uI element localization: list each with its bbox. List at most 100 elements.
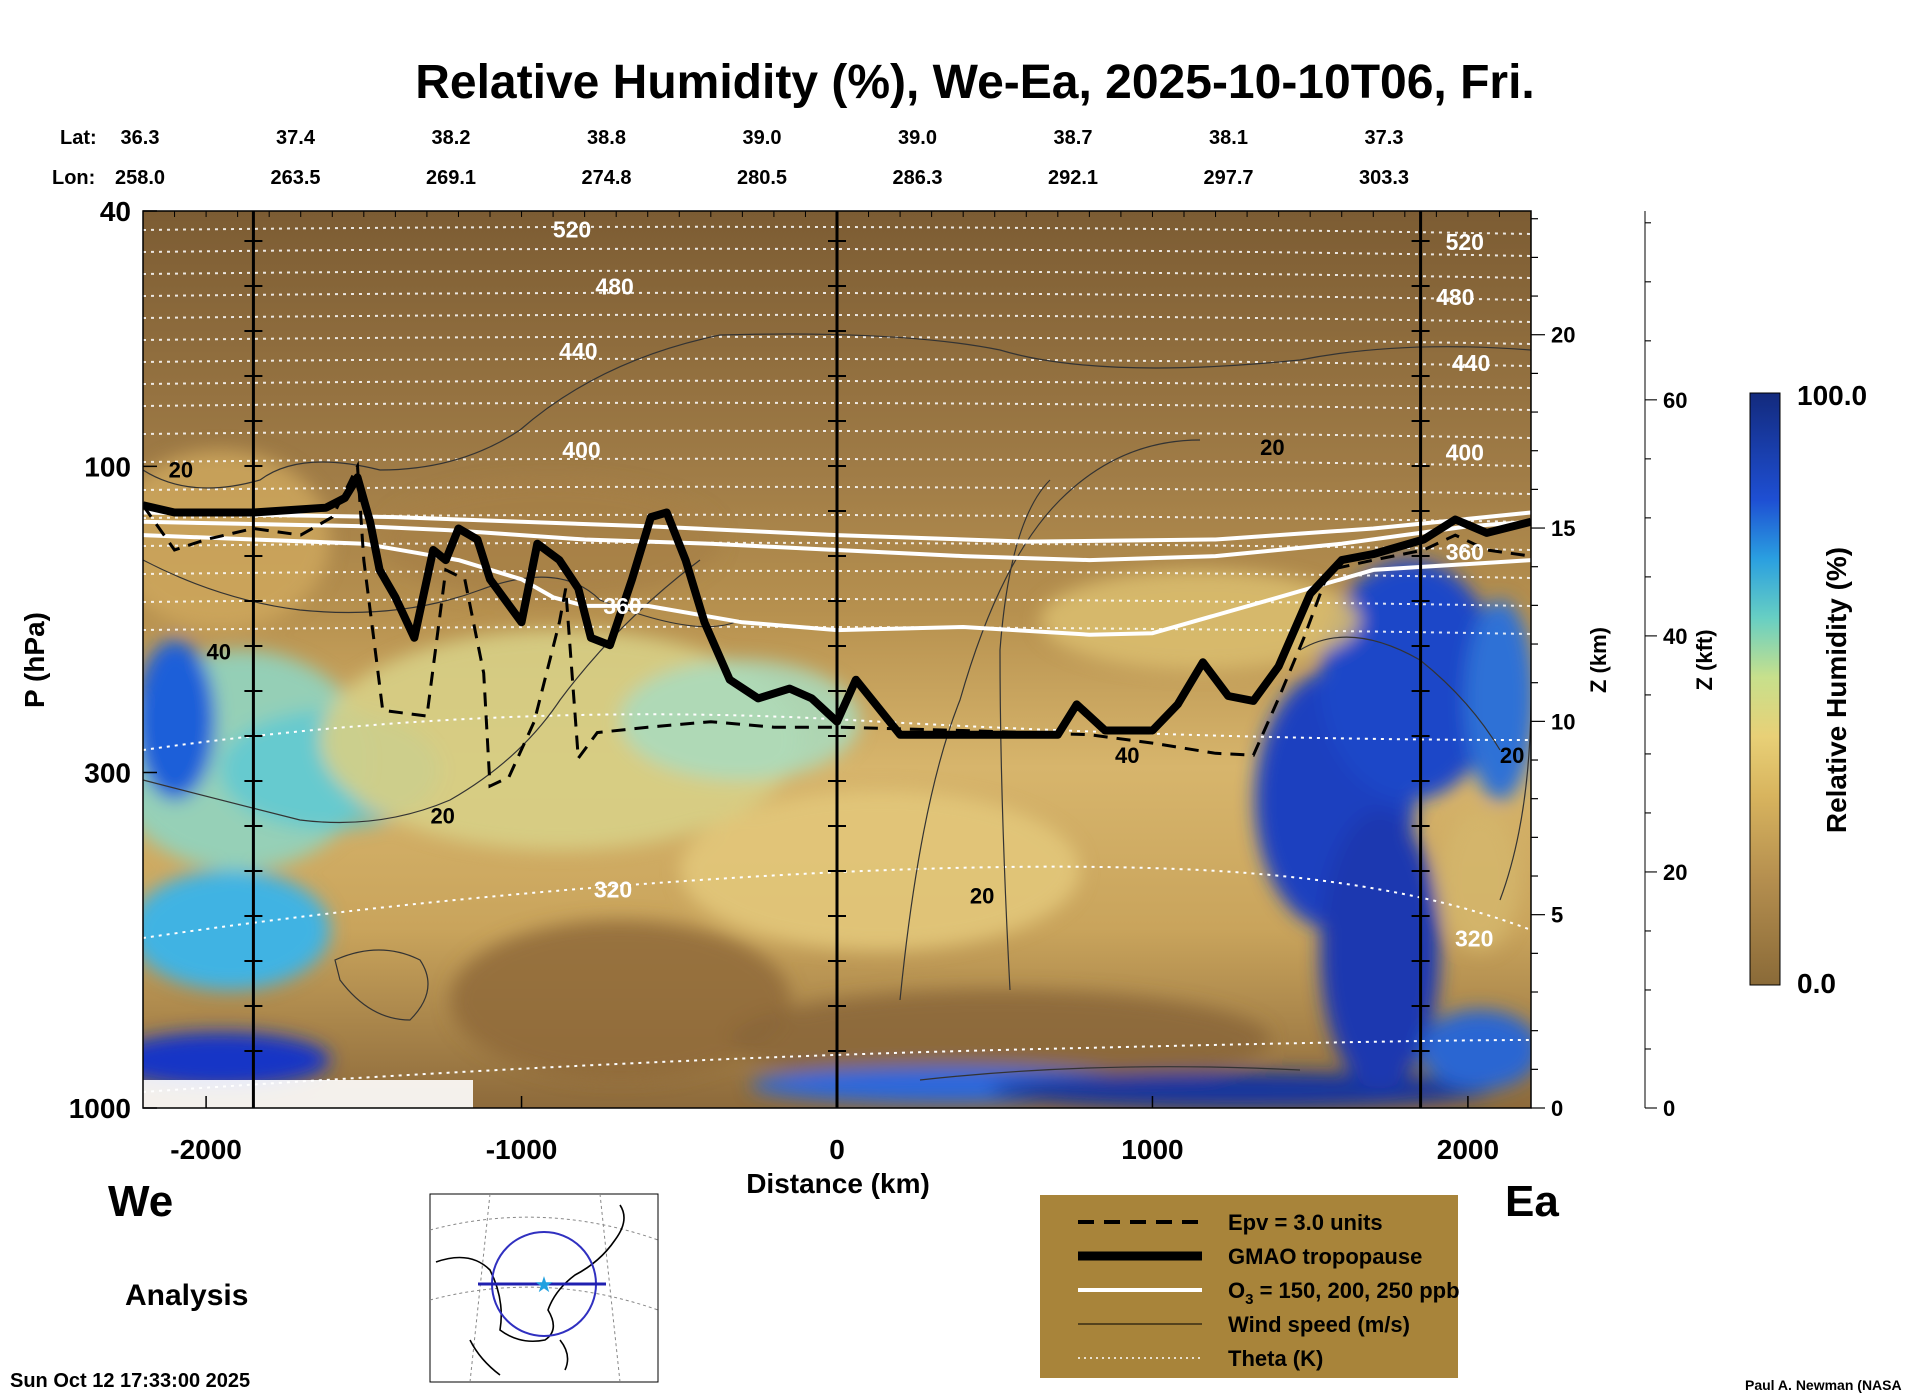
lon-value: 269.1 bbox=[426, 167, 476, 189]
theta-label: 320 bbox=[1455, 925, 1493, 951]
z-kft-tick-label: 20 bbox=[1663, 860, 1687, 885]
vertical-markers bbox=[244, 211, 1430, 1108]
y-axis-title: P (hPa) bbox=[19, 612, 50, 708]
theta-contours bbox=[143, 225, 1531, 1093]
colorbar: 100.0 0.0 Relative Humidity (%) bbox=[1749, 380, 1867, 999]
x-tick-label: -1000 bbox=[486, 1134, 558, 1165]
theta-label: 480 bbox=[1436, 284, 1474, 310]
z-km-tick-label: 15 bbox=[1551, 516, 1575, 541]
lon-value: 258.0 bbox=[115, 167, 165, 189]
lon-label: Lon: bbox=[52, 167, 95, 189]
theta-label: 520 bbox=[1446, 229, 1484, 255]
lat-label: Lat: bbox=[60, 127, 97, 149]
x-tick-label: -2000 bbox=[170, 1134, 242, 1165]
ozone-contour bbox=[143, 533, 1531, 637]
y-tick-label: 300 bbox=[84, 757, 131, 788]
lat-value: 36.3 bbox=[121, 127, 160, 149]
timestamp: Sun Oct 12 17:33:00 2025 bbox=[10, 1370, 250, 1392]
legend-label: Theta (K) bbox=[1228, 1346, 1323, 1371]
lat-value: 38.1 bbox=[1209, 127, 1248, 149]
theta-line bbox=[143, 865, 1531, 939]
wind-contour bbox=[334, 949, 429, 1021]
below-ground bbox=[143, 1080, 473, 1108]
z-km-tick-label: 5 bbox=[1551, 903, 1563, 928]
colorbar-title: Relative Humidity (%) bbox=[1821, 547, 1852, 833]
lat-value: 39.0 bbox=[898, 127, 937, 149]
ozone-contour bbox=[143, 510, 1531, 544]
z-km-axis: 0 5 10 15 20 bbox=[1530, 211, 1575, 1121]
credit: Paul A. Newman (NASA bbox=[1745, 1377, 1902, 1393]
map-graticule bbox=[429, 1193, 659, 1383]
z-km-tick-label: 20 bbox=[1551, 323, 1575, 348]
theta-label: 400 bbox=[1446, 440, 1484, 466]
wind-contour bbox=[143, 333, 1531, 489]
analysis-label: Analysis bbox=[125, 1279, 248, 1312]
y-tick-label: 1000 bbox=[69, 1093, 131, 1124]
lat-value: 38.2 bbox=[432, 127, 471, 149]
x-axis-title: Distance (km) bbox=[746, 1168, 930, 1199]
lat-value: 38.8 bbox=[587, 127, 626, 149]
x-tick-label: 1000 bbox=[1121, 1134, 1183, 1165]
y-tick-label: 100 bbox=[84, 451, 131, 482]
lat-value: 38.7 bbox=[1054, 127, 1093, 149]
z-kft-axis-title: Z (kft) bbox=[1692, 629, 1717, 690]
lon-value: 303.3 bbox=[1359, 167, 1409, 189]
lon-value: 280.5 bbox=[737, 167, 787, 189]
legend-label: Epv = 3.0 units bbox=[1228, 1210, 1383, 1235]
theta-label: 480 bbox=[595, 274, 633, 300]
theta-label: 360 bbox=[1446, 539, 1484, 565]
plot-area: 520 480 440 400 360 320 520 480 440 400 360 320 20 40… bbox=[142, 210, 1532, 1109]
legend-box bbox=[1040, 1195, 1458, 1378]
lon-value: 263.5 bbox=[270, 167, 320, 189]
colorbar-max-label: 100.0 bbox=[1797, 380, 1867, 411]
theta-label: 360 bbox=[603, 593, 641, 619]
theta-label: 440 bbox=[1452, 350, 1490, 376]
lat-value: 37.3 bbox=[1365, 127, 1404, 149]
y-axis: 40 100 300 1000 bbox=[69, 196, 157, 1124]
lat-value: 39.0 bbox=[743, 127, 782, 149]
direction-west: We bbox=[108, 1177, 173, 1226]
colorbar-min-label: 0.0 bbox=[1797, 968, 1836, 999]
x-tick-label: 2000 bbox=[1437, 1134, 1499, 1165]
map-center-star: ★ bbox=[534, 1272, 554, 1297]
x-tick-label: 0 bbox=[829, 1134, 845, 1165]
wind-label: 20 bbox=[1260, 435, 1284, 460]
wind-contour bbox=[899, 439, 1201, 1001]
theta-label: 400 bbox=[562, 437, 600, 463]
locator-map: ★ bbox=[429, 1193, 659, 1383]
lon-value: 292.1 bbox=[1048, 167, 1098, 189]
theta-label: 520 bbox=[553, 217, 591, 243]
humidity-field: 520 480 440 400 360 320 520 480 440 400 360 320 20 40… bbox=[143, 211, 1531, 1108]
lon-value: 274.8 bbox=[581, 167, 631, 189]
z-kft-tick-label: 60 bbox=[1663, 388, 1687, 413]
epv-line bbox=[143, 460, 1531, 789]
z-km-axis-title: Z (km) bbox=[1586, 627, 1611, 693]
legend-items: Epv = 3.0 units GMAO tropopause O3 = 150, … bbox=[1078, 1210, 1460, 1371]
legend: Epv = 3.0 units GMAO tropopause O3 = 150, … bbox=[1040, 1195, 1460, 1378]
wind-label: 20 bbox=[430, 803, 454, 828]
wind-label: 20 bbox=[970, 883, 994, 908]
z-km-tick-label: 0 bbox=[1551, 1096, 1563, 1121]
direction-east: Ea bbox=[1505, 1177, 1559, 1226]
wind-label: 40 bbox=[1115, 743, 1139, 768]
z-kft-axis: 0 20 40 60 bbox=[1644, 211, 1687, 1121]
colorbar-gradient bbox=[1749, 392, 1781, 986]
x-axis: -2000 -1000 0 1000 2000 bbox=[142, 211, 1532, 1165]
lat-lon-row: 36.3 37.4 38.2 38.8 39.0 39.0 38.7 38.1 37.3 258.… bbox=[115, 127, 1409, 189]
lon-value: 286.3 bbox=[892, 167, 942, 189]
contour-labels: 520 480 440 400 360 320 520 480 440 400 360 320 20 40… bbox=[169, 217, 1525, 952]
lon-value: 297.7 bbox=[1203, 167, 1253, 189]
chart-title: Relative Humidity (%), We-Ea, 2025-10-10… bbox=[415, 56, 1535, 109]
wind-contour bbox=[999, 479, 1051, 991]
gmao-tropopause-line bbox=[143, 473, 1531, 739]
z-km-tick-label: 10 bbox=[1551, 709, 1575, 734]
theta-label: 440 bbox=[559, 338, 597, 364]
lat-value: 37.4 bbox=[276, 127, 316, 149]
y-tick-label: 40 bbox=[100, 196, 131, 227]
wind-contour bbox=[919, 1066, 1301, 1081]
z-kft-tick-label: 0 bbox=[1663, 1096, 1675, 1121]
z-kft-tick-label: 40 bbox=[1663, 624, 1687, 649]
theta-label: 320 bbox=[594, 877, 632, 903]
wind-label: 40 bbox=[206, 640, 230, 665]
